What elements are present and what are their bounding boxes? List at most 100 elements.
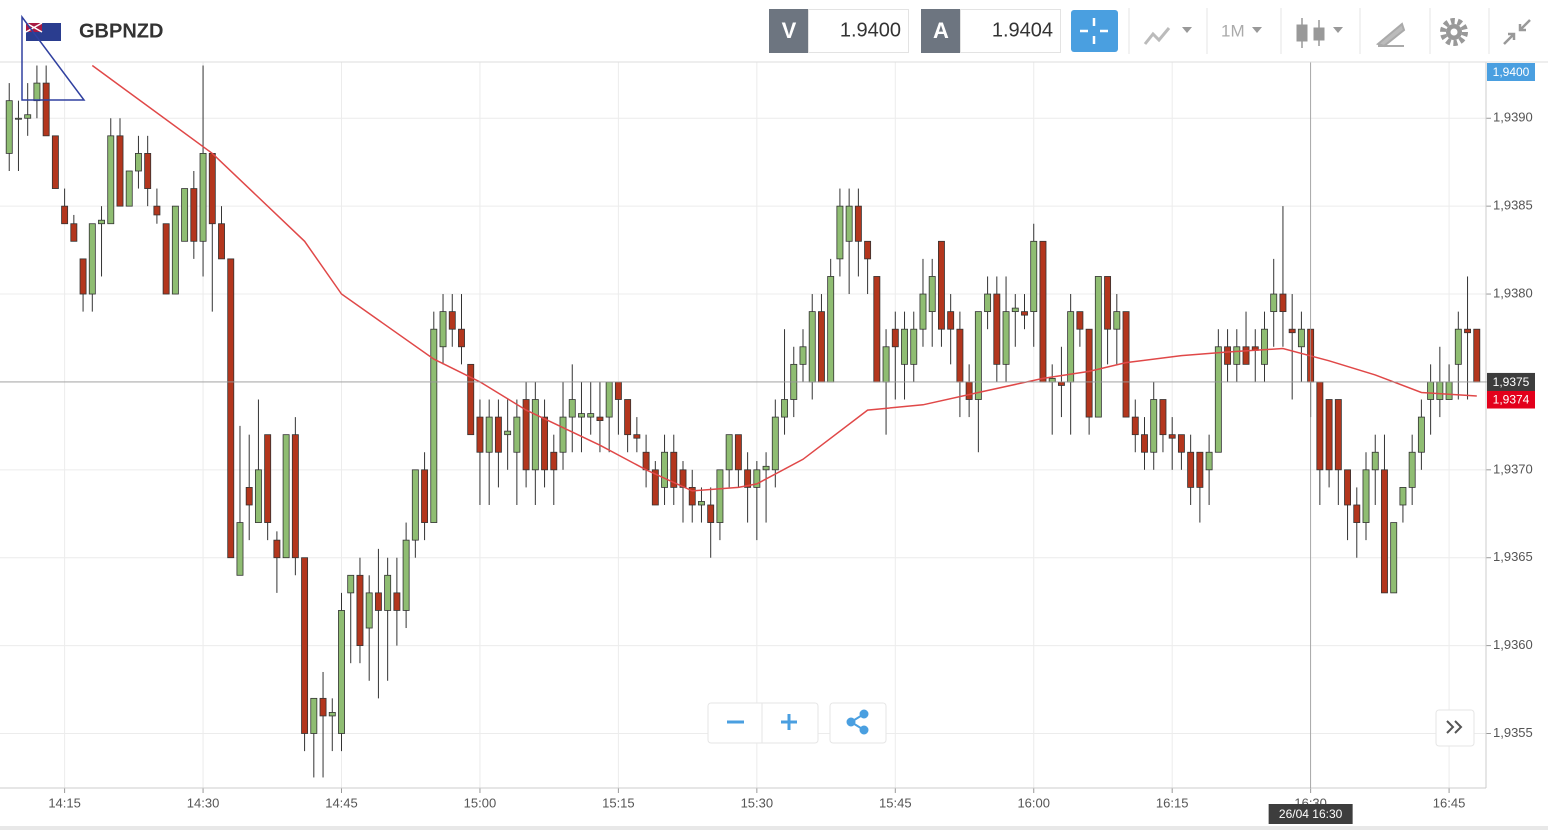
candle-body bbox=[458, 328, 465, 348]
sell-box bbox=[808, 9, 909, 53]
candle-body bbox=[199, 153, 207, 242]
candle-body bbox=[208, 153, 216, 225]
candle-body bbox=[550, 451, 558, 471]
y-tick-label: 1,9380 bbox=[1493, 285, 1533, 300]
candle-body bbox=[531, 399, 539, 471]
candle-body bbox=[919, 293, 927, 330]
candle-body bbox=[264, 434, 272, 523]
candle-body bbox=[725, 434, 733, 471]
candle-body bbox=[1048, 378, 1056, 383]
candle-body bbox=[365, 592, 373, 629]
candle-body bbox=[494, 416, 502, 453]
crosshair-time-box bbox=[1268, 804, 1353, 824]
candle-body bbox=[1473, 328, 1481, 383]
bottom-strip bbox=[0, 826, 1548, 830]
crosshair-time-label: 26/04 16:30 bbox=[1279, 807, 1343, 821]
candle-body bbox=[504, 430, 512, 436]
candle-body bbox=[1390, 522, 1398, 594]
candle-body bbox=[1344, 469, 1351, 506]
chart-type-button[interactable] bbox=[1143, 27, 1192, 45]
symbol: GBPNZD bbox=[79, 20, 163, 42]
candle-body bbox=[1159, 399, 1167, 436]
candle-body bbox=[88, 223, 96, 295]
candle-body bbox=[338, 610, 345, 734]
candle-body bbox=[245, 487, 253, 506]
candle-body bbox=[605, 381, 613, 418]
candle-body bbox=[734, 434, 742, 471]
candle-body bbox=[864, 240, 872, 260]
last-price-label: 1,9374 bbox=[1493, 393, 1530, 407]
candle-body bbox=[688, 487, 696, 506]
candle-body bbox=[190, 188, 198, 242]
sell-price: 1.9400 bbox=[840, 19, 901, 41]
candle-body bbox=[1362, 469, 1370, 523]
draw-button[interactable] bbox=[1375, 22, 1406, 48]
candle-body bbox=[439, 311, 447, 348]
candle-body bbox=[476, 416, 484, 453]
candle-body bbox=[153, 205, 161, 216]
sell-button[interactable] bbox=[769, 9, 808, 53]
candle-body bbox=[1085, 328, 1093, 418]
scroll-end-button[interactable] bbox=[1446, 720, 1463, 734]
buy-price: 1.9404 bbox=[992, 19, 1053, 41]
candle-body bbox=[661, 451, 668, 488]
candle-body bbox=[937, 240, 945, 330]
collapse-button[interactable] bbox=[1503, 19, 1531, 45]
buy-label: A bbox=[933, 18, 949, 43]
bid-marker-label: 1,9400 bbox=[1493, 65, 1530, 79]
candle-body bbox=[1168, 434, 1176, 439]
crosshair-button[interactable] bbox=[1071, 10, 1118, 52]
x-tick-label: 14:30 bbox=[187, 795, 220, 810]
candle-body bbox=[633, 434, 641, 439]
settings-button[interactable] bbox=[1440, 18, 1468, 46]
candle-body bbox=[282, 434, 290, 559]
x-tick-label: 15:45 bbox=[879, 795, 912, 810]
bid-marker-box bbox=[1487, 63, 1535, 81]
candle-body bbox=[1205, 451, 1213, 471]
candle-body bbox=[984, 293, 992, 313]
zoom-in-button[interactable] bbox=[781, 714, 797, 730]
candle-body bbox=[171, 205, 179, 295]
candle-body bbox=[107, 135, 115, 225]
candle-body bbox=[891, 328, 899, 348]
candle-body bbox=[1334, 399, 1342, 471]
flag-icon bbox=[25, 22, 61, 41]
candle-body bbox=[642, 451, 650, 471]
share-button[interactable] bbox=[846, 709, 869, 735]
candle-body bbox=[1094, 276, 1102, 418]
candle-body bbox=[1454, 328, 1462, 365]
candle-body bbox=[1187, 451, 1195, 488]
crosshair-price-label: 1,9375 bbox=[1493, 375, 1530, 389]
candle-body bbox=[1021, 311, 1028, 316]
moving-average bbox=[91, 64, 1477, 492]
candle-body bbox=[273, 539, 281, 559]
candle-body bbox=[1141, 434, 1148, 453]
x-tick-label: 16:00 bbox=[1017, 795, 1050, 810]
candle-body bbox=[1297, 328, 1305, 348]
y-tick-label: 1,9365 bbox=[1493, 549, 1533, 564]
candle-body bbox=[578, 413, 585, 418]
candle-body bbox=[1011, 307, 1019, 313]
candle-body bbox=[1381, 469, 1388, 594]
candle-body bbox=[1177, 434, 1185, 453]
candle-body bbox=[310, 697, 318, 734]
candle-body bbox=[1057, 381, 1065, 386]
x-tick-label: 14:45 bbox=[325, 795, 358, 810]
candle-body bbox=[301, 557, 309, 734]
candle-body bbox=[5, 100, 13, 154]
candle-body bbox=[1445, 381, 1453, 400]
candle-body bbox=[1408, 451, 1416, 488]
candle-type-button[interactable] bbox=[1296, 18, 1343, 48]
x-tick-label: 15:15 bbox=[602, 795, 635, 810]
timeframe[interactable]: 1M bbox=[1221, 21, 1245, 40]
candle-body bbox=[1353, 504, 1361, 523]
candle-body bbox=[328, 712, 336, 717]
candle-body bbox=[744, 469, 752, 488]
candle-body bbox=[254, 469, 262, 523]
candle-body bbox=[1122, 311, 1130, 418]
candle-body bbox=[1214, 346, 1222, 453]
candle-body bbox=[1224, 346, 1232, 365]
buy-button[interactable] bbox=[921, 9, 960, 53]
candle-body bbox=[485, 416, 493, 453]
candle-body bbox=[1279, 293, 1287, 313]
